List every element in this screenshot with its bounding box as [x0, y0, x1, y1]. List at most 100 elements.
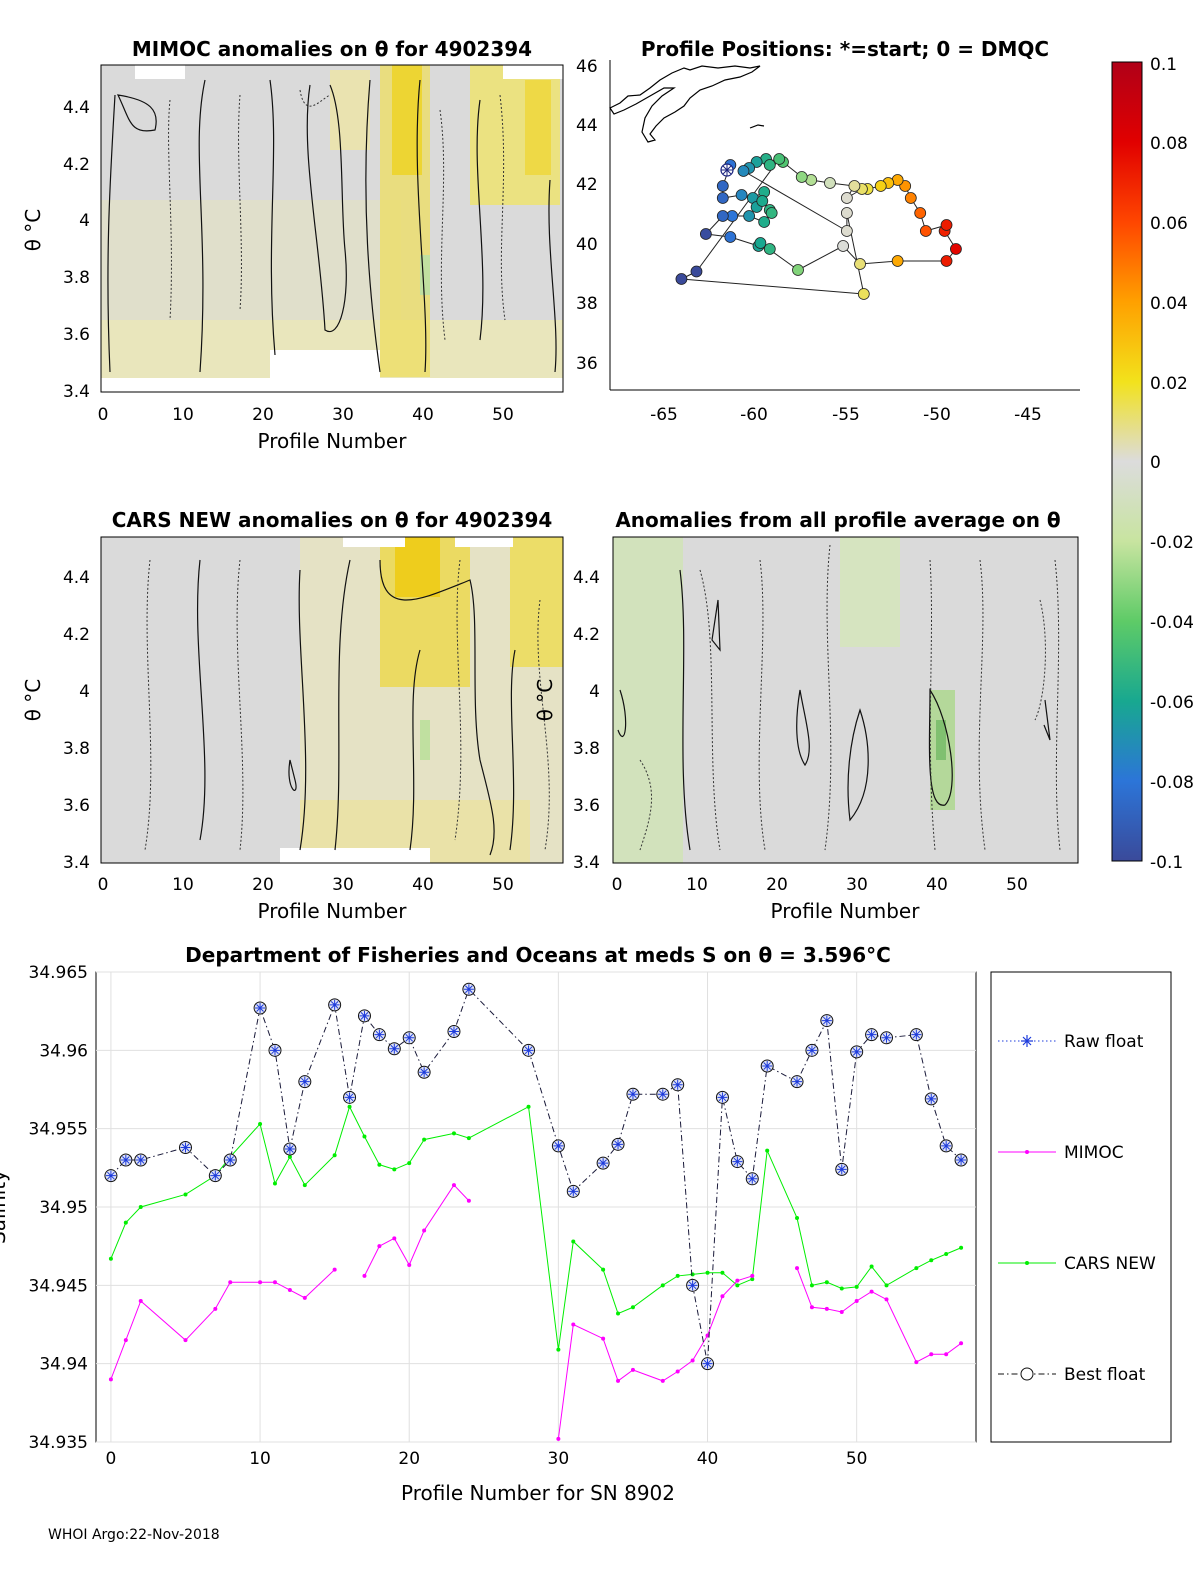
best-float-marker — [298, 1075, 312, 1089]
mimoc-point — [705, 1333, 710, 1338]
mimoc-point — [108, 1377, 113, 1382]
best-float-marker — [119, 1153, 133, 1167]
mimoc-ylabel: θ °C — [21, 209, 45, 252]
profile-dot — [773, 153, 786, 165]
mimoc-point — [272, 1280, 277, 1285]
best-float-marker — [805, 1043, 819, 1057]
track-segment — [846, 212, 865, 295]
start-marker — [720, 163, 734, 177]
best-float-marker — [924, 1092, 938, 1106]
legend-box — [990, 971, 1172, 1443]
best-float-marker — [283, 1142, 297, 1156]
mimoc-point — [556, 1436, 561, 1441]
salinity-xtick: 10 — [249, 1449, 271, 1469]
mimoc-line — [557, 1275, 753, 1439]
mimoc-point — [392, 1236, 397, 1241]
cars-new-point — [944, 1252, 949, 1256]
colorbar-tick: 0.08 — [1150, 134, 1188, 154]
mimoc-point — [362, 1273, 367, 1278]
mimoc-xtick: 40 — [412, 405, 434, 425]
cars-new-point — [571, 1239, 576, 1244]
best-float-marker — [760, 1059, 774, 1073]
profile-dot — [874, 180, 887, 192]
cars-new-point — [630, 1305, 635, 1310]
positions-track — [681, 158, 957, 295]
legend-label: MIMOC — [1064, 1143, 1124, 1163]
profile-dot — [950, 243, 962, 255]
best-float-marker — [820, 1014, 834, 1028]
mimoc-xlabel: Profile Number — [258, 429, 408, 453]
mimoc-ytick: 4 — [79, 211, 90, 231]
mimoc-point — [183, 1338, 188, 1343]
profile-dot — [763, 243, 776, 255]
cars-ytick: 4.4 — [63, 568, 90, 588]
salinity-xtick: 30 — [548, 1449, 570, 1469]
cars-new-point — [422, 1137, 427, 1142]
profile-dot — [891, 255, 904, 267]
cars-new-point — [660, 1283, 665, 1288]
best-float-marker — [686, 1278, 700, 1292]
coastline-map — [609, 65, 761, 143]
cars-new-point — [332, 1153, 337, 1158]
profile-dot — [840, 207, 853, 219]
best-float-marker — [730, 1155, 744, 1169]
average-y-axis: 3.4 3.6 3.8 4 4.2 4.4 — [573, 568, 600, 873]
profile-dot — [792, 264, 804, 276]
mimoc-point — [809, 1305, 814, 1310]
average-xtick: 10 — [686, 875, 708, 895]
profile-dot — [754, 237, 767, 249]
cars-new-point — [138, 1205, 143, 1209]
cars-new-point — [347, 1104, 352, 1109]
colorbar: 0.1 0.08 0.06 0.04 0.02 0 -0.02 -0.04 -0… — [1111, 55, 1194, 873]
asterisk-icon — [1021, 1035, 1033, 1047]
positions-panel: Profile Positions: *=start; 0 = DMQC -65… — [576, 37, 1080, 425]
track-segment — [860, 260, 898, 265]
profile-dot — [675, 273, 688, 285]
mimoc-point — [616, 1378, 621, 1383]
best-float-marker — [343, 1090, 357, 1104]
best-float-marker — [865, 1028, 879, 1042]
cars-xtick: 10 — [172, 875, 194, 895]
colorbar-tick: 0 — [1150, 453, 1161, 473]
cars-new-point — [616, 1311, 621, 1316]
cars-x-axis: 0 10 20 30 40 50 — [98, 875, 514, 895]
legend: Raw float MIMOC CARS NEW Best float — [990, 971, 1172, 1443]
mimoc-point — [407, 1262, 412, 1267]
mimoc-point — [869, 1289, 874, 1294]
profile-dot — [716, 210, 729, 222]
cars-ylabel: θ °C — [21, 679, 45, 722]
positions-ytick: 36 — [576, 354, 598, 374]
mimoc-heatmap — [101, 65, 563, 392]
best-float-marker — [611, 1137, 625, 1151]
best-float-marker — [909, 1028, 923, 1042]
salinity-xlabel: Profile Number for SN 8902 — [401, 1481, 675, 1505]
salinity-grid — [96, 971, 976, 1443]
average-ytick: 3.4 — [573, 853, 600, 873]
average-xtick: 50 — [1006, 875, 1028, 895]
best-float-marker — [939, 1139, 953, 1153]
best-float-marker — [328, 998, 342, 1012]
mimoc-point — [123, 1338, 128, 1343]
cars-new-point — [854, 1284, 859, 1289]
mimoc-point — [138, 1299, 143, 1303]
average-ytick: 3.6 — [573, 796, 600, 816]
mimoc-point — [944, 1352, 949, 1357]
best-float-marker — [387, 1042, 401, 1056]
salinity-ytick: 34.94 — [39, 1355, 88, 1375]
cars-ytick: 4.2 — [63, 625, 90, 645]
profile-dot — [837, 240, 850, 252]
cars-new-point — [735, 1283, 740, 1288]
salinity-xtick: 50 — [846, 1449, 868, 1469]
best-float-marker — [447, 1025, 461, 1039]
cars-new-point — [705, 1270, 710, 1275]
dot-icon — [1025, 1150, 1029, 1154]
cars-new-point — [526, 1104, 531, 1109]
mimoc-point — [228, 1280, 233, 1285]
legend-item-mimoc: MIMOC — [998, 1143, 1124, 1163]
mimoc-point — [884, 1297, 889, 1302]
positions-xtick: -65 — [650, 405, 678, 425]
cars-new-line — [110, 1105, 962, 1350]
mimoc-point — [690, 1358, 695, 1363]
profile-dot — [940, 219, 953, 231]
cars-new-point — [407, 1161, 412, 1166]
